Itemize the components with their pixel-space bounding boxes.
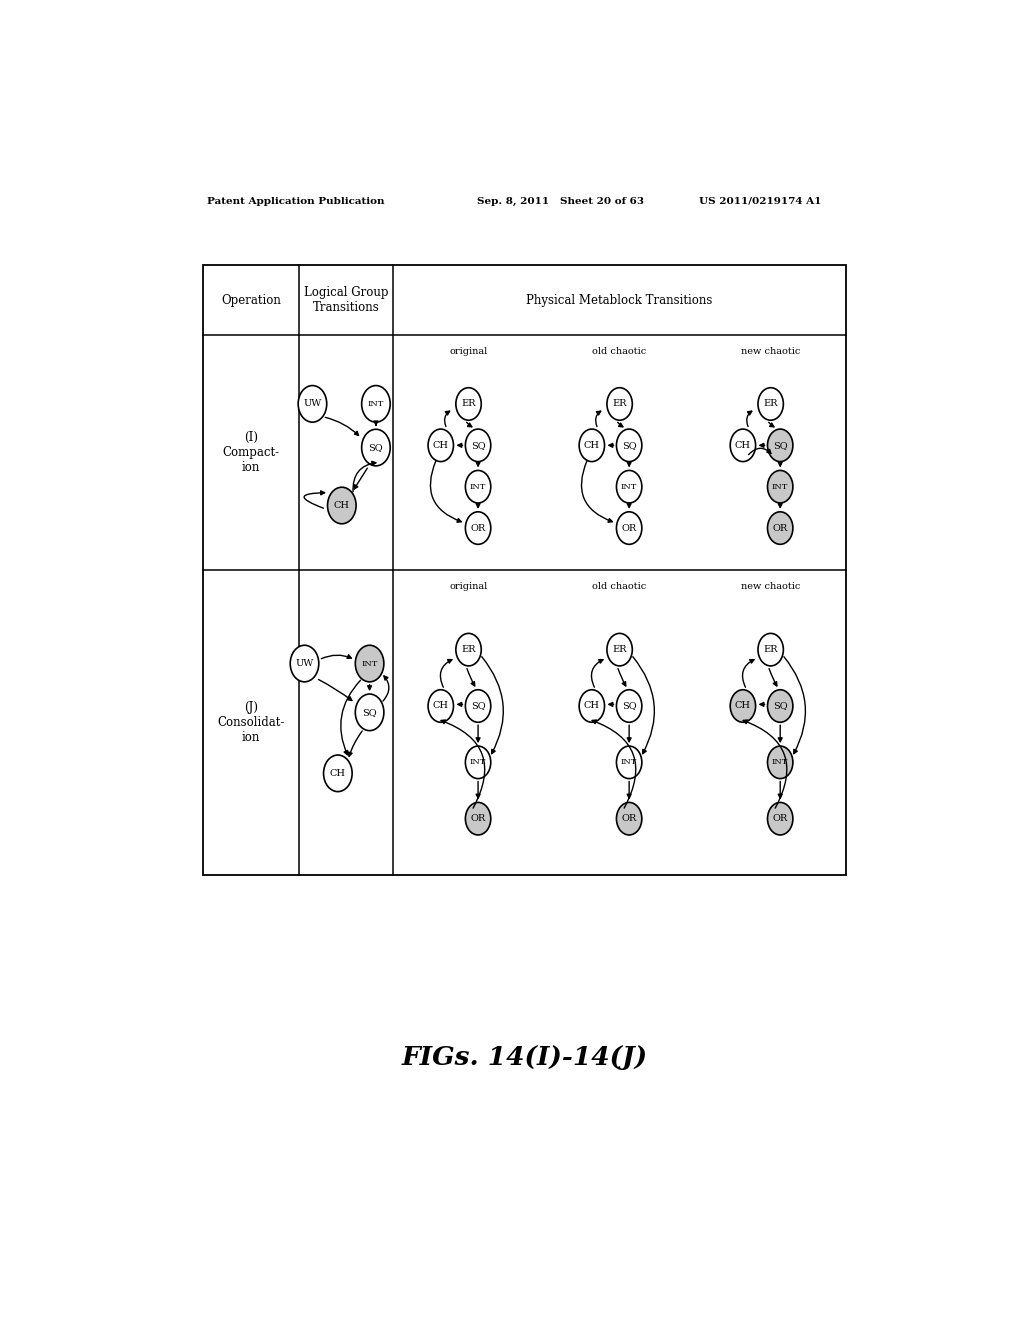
Text: ER: ER (461, 645, 476, 655)
Circle shape (616, 429, 642, 462)
Text: CH: CH (433, 701, 449, 710)
Text: ER: ER (461, 400, 476, 408)
Circle shape (768, 803, 793, 836)
Text: old chaotic: old chaotic (593, 582, 647, 591)
Text: Physical Metablock Transitions: Physical Metablock Transitions (526, 293, 713, 306)
Text: ER: ER (612, 400, 627, 408)
Circle shape (758, 634, 783, 665)
Text: OR: OR (772, 814, 787, 824)
Circle shape (361, 429, 390, 466)
Circle shape (465, 470, 490, 503)
Text: Sep. 8, 2011   Sheet 20 of 63: Sep. 8, 2011 Sheet 20 of 63 (477, 197, 644, 206)
Circle shape (355, 645, 384, 682)
Circle shape (465, 429, 490, 462)
Text: UW: UW (303, 400, 322, 408)
Text: Operation: Operation (221, 293, 281, 306)
Text: original: original (450, 582, 487, 591)
Text: SQ: SQ (369, 444, 383, 451)
Text: INT: INT (361, 660, 378, 668)
Text: (J)
Consolidat-
ion: (J) Consolidat- ion (217, 701, 285, 744)
Text: SQ: SQ (773, 701, 787, 710)
Circle shape (465, 803, 490, 836)
Text: (I)
Compact-
ion: (I) Compact- ion (222, 432, 280, 474)
Text: CH: CH (433, 441, 449, 450)
Text: SQ: SQ (471, 441, 485, 450)
Circle shape (607, 634, 632, 665)
Circle shape (768, 690, 793, 722)
Circle shape (456, 634, 481, 665)
Circle shape (616, 512, 642, 544)
Text: INT: INT (470, 759, 486, 767)
Bar (204, 265, 846, 875)
Circle shape (355, 694, 384, 731)
Text: CH: CH (584, 701, 600, 710)
Circle shape (768, 746, 793, 779)
Text: OR: OR (470, 524, 485, 532)
Text: CH: CH (735, 441, 751, 450)
Text: OR: OR (622, 524, 637, 532)
Text: OR: OR (470, 814, 485, 824)
Text: ER: ER (612, 645, 627, 655)
Circle shape (465, 512, 490, 544)
Circle shape (616, 470, 642, 503)
Text: UW: UW (295, 659, 313, 668)
Text: ER: ER (764, 645, 778, 655)
Text: Patent Application Publication: Patent Application Publication (207, 197, 385, 206)
Circle shape (465, 690, 490, 722)
Circle shape (758, 388, 783, 420)
Text: FIGs. 14(I)-14(J): FIGs. 14(I)-14(J) (401, 1045, 648, 1071)
Circle shape (465, 746, 490, 779)
Circle shape (607, 388, 632, 420)
Text: US 2011/0219174 A1: US 2011/0219174 A1 (699, 197, 822, 206)
Text: new chaotic: new chaotic (741, 347, 801, 356)
Circle shape (428, 429, 454, 462)
Text: CH: CH (334, 502, 350, 510)
Circle shape (328, 487, 356, 524)
Circle shape (730, 429, 756, 462)
Circle shape (616, 746, 642, 779)
Circle shape (768, 470, 793, 503)
Text: CH: CH (735, 701, 751, 710)
Text: SQ: SQ (622, 701, 637, 710)
Text: SQ: SQ (362, 708, 377, 717)
Text: original: original (450, 347, 487, 356)
Circle shape (768, 429, 793, 462)
Circle shape (580, 690, 604, 722)
Text: INT: INT (621, 483, 637, 491)
Text: INT: INT (772, 483, 788, 491)
Circle shape (290, 645, 318, 682)
Circle shape (298, 385, 327, 422)
Circle shape (616, 690, 642, 722)
Text: OR: OR (622, 814, 637, 824)
Circle shape (456, 388, 481, 420)
Text: CH: CH (330, 768, 346, 777)
Text: CH: CH (584, 441, 600, 450)
Text: ER: ER (764, 400, 778, 408)
Text: INT: INT (368, 400, 384, 408)
Text: SQ: SQ (622, 441, 637, 450)
Text: INT: INT (772, 759, 788, 767)
Text: INT: INT (470, 483, 486, 491)
Circle shape (428, 690, 454, 722)
Circle shape (616, 803, 642, 836)
Circle shape (361, 385, 390, 422)
Circle shape (768, 512, 793, 544)
Circle shape (730, 690, 756, 722)
Text: new chaotic: new chaotic (741, 582, 801, 591)
Text: SQ: SQ (471, 701, 485, 710)
Text: OR: OR (772, 524, 787, 532)
Text: old chaotic: old chaotic (593, 347, 647, 356)
Circle shape (324, 755, 352, 792)
Text: INT: INT (621, 759, 637, 767)
Circle shape (580, 429, 604, 462)
Text: Logical Group
Transitions: Logical Group Transitions (303, 286, 388, 314)
Text: SQ: SQ (773, 441, 787, 450)
